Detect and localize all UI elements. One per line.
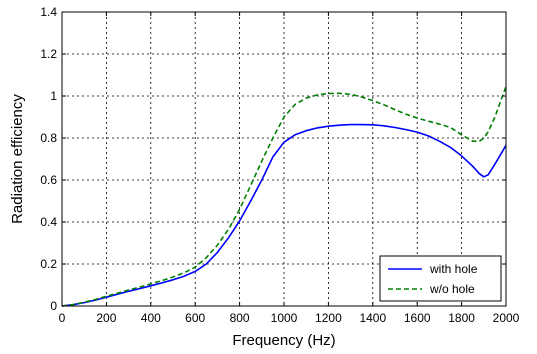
legend-label-wo-hole: w/o hole <box>429 282 475 296</box>
series-line-with-hole <box>61 123 507 307</box>
legend-box <box>379 255 502 302</box>
y-tick-label: 0.2 <box>40 257 57 271</box>
x-tick-label: 400 <box>141 311 161 325</box>
x-axis-label: Frequency (Hz) <box>232 332 335 349</box>
y-tick-label: 0.4 <box>40 215 57 229</box>
y-tick-label: 1 <box>50 89 57 103</box>
x-tick-label: 200 <box>96 311 116 325</box>
series-layer <box>61 86 507 307</box>
x-tick-label: 600 <box>185 311 205 325</box>
x-tick-label: 1200 <box>315 311 342 325</box>
legend-label-with-hole: with hole <box>429 262 478 276</box>
x-tick-label: 0 <box>59 311 66 325</box>
x-tick-label: 1400 <box>359 311 386 325</box>
y-tick-label: 0.6 <box>40 173 57 187</box>
x-tick-label: 800 <box>230 311 250 325</box>
y-tick-label: 0.8 <box>40 131 57 145</box>
tick-labels: 0 200 400 600 800 1000 1200 1400 1600 1800 2000 0 0.… <box>40 5 519 325</box>
y-tick-label: 0 <box>50 299 57 313</box>
y-tick-label: 1.4 <box>40 5 57 19</box>
x-tick-label: 1600 <box>404 311 431 325</box>
axis-ticks <box>61 11 507 307</box>
x-tick-label: 2000 <box>493 311 520 325</box>
x-tick-label: 1800 <box>448 311 475 325</box>
legend: with hole w/o hole <box>379 255 502 302</box>
x-tick-label: 1000 <box>271 311 298 325</box>
series-line-wo-hole <box>61 86 507 307</box>
y-axis-label: Radiation efficiency <box>9 94 26 224</box>
grid-lines <box>62 12 506 306</box>
y-tick-label: 1.2 <box>40 47 57 61</box>
